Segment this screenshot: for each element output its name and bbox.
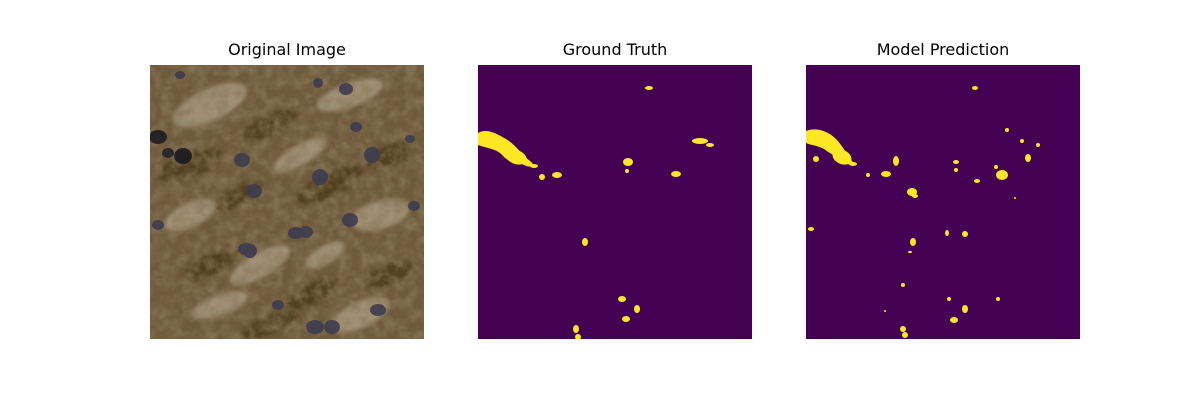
ground-truth-panel: Ground Truth [478,0,752,400]
nuclei [150,71,420,334]
mask-background [806,65,1080,339]
model-prediction-title: Model Prediction [876,40,1010,59]
original-image-title: Original Image [228,40,346,59]
model-prediction-mask [806,65,1080,339]
original-image [150,65,424,339]
ground-truth-title: Ground Truth [562,40,668,59]
mask-foreground [478,86,714,339]
ground-truth-mask [478,65,752,339]
model-prediction-panel: Model Prediction [806,0,1080,400]
mask-background [478,65,752,339]
mask-foreground [806,86,1040,338]
original-image-panel: Original Image [150,0,424,400]
tissue-texture [150,65,424,339]
